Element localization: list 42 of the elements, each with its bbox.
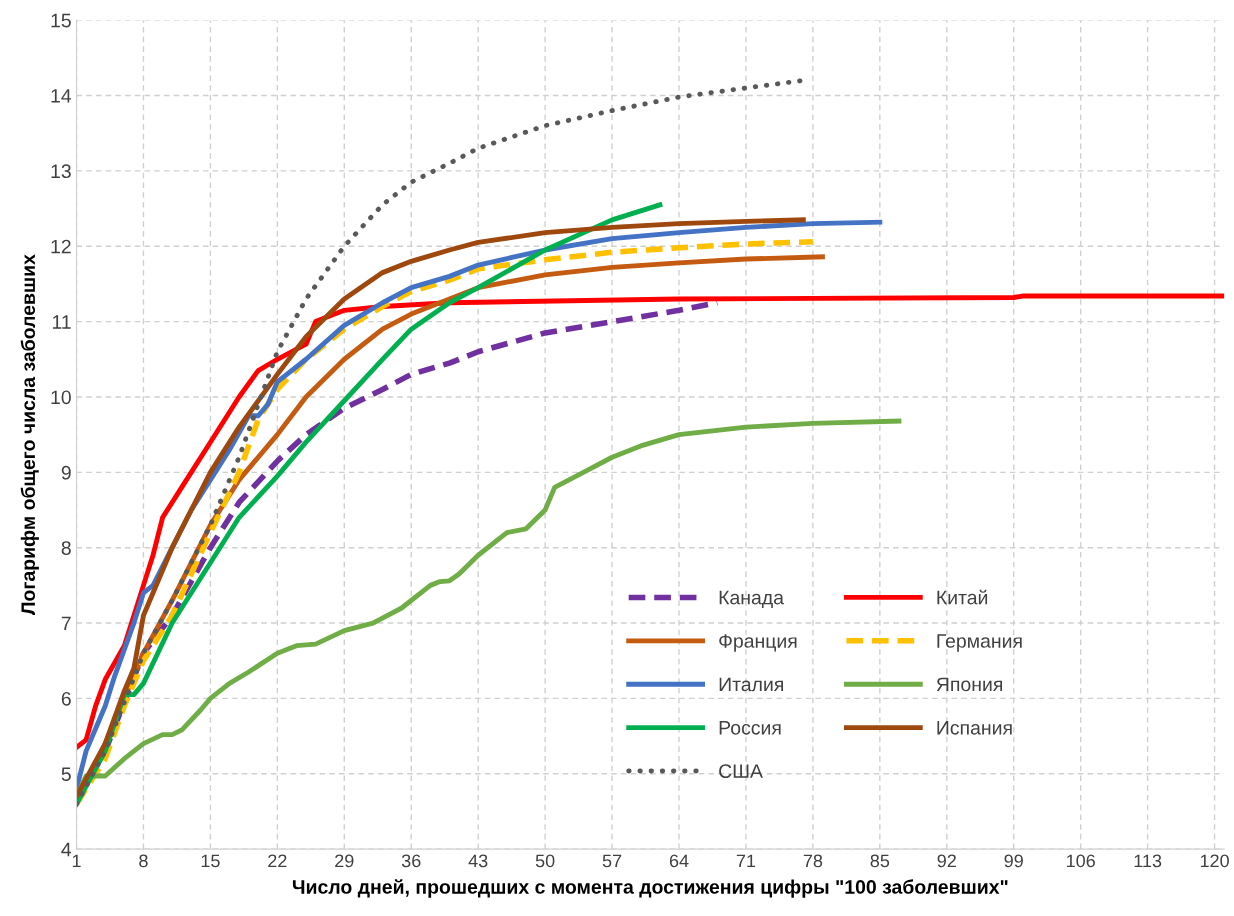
y-tick-label: 10 <box>51 390 71 405</box>
y-tick-label: 6 <box>61 691 71 706</box>
x-tick-label: 78 <box>803 854 823 868</box>
x-tick-label: 71 <box>736 854 756 868</box>
x-tick-label: 50 <box>535 854 555 868</box>
y-tick-label: 4 <box>61 842 72 857</box>
y-tick-label: 14 <box>51 89 72 103</box>
x-tick-label: 43 <box>468 854 488 868</box>
legend-label: Германия <box>937 634 1022 652</box>
x-tick-label: 99 <box>1004 854 1023 868</box>
x-tick-label: 36 <box>401 854 421 868</box>
line-series <box>76 293 1225 750</box>
x-tick-label: 22 <box>268 854 287 868</box>
y-tick-label: 5 <box>61 767 71 782</box>
x-tick-label: 1 <box>72 854 81 868</box>
y-axis-title: Логарифм общего числа заболевших <box>20 254 39 616</box>
legend-label: США <box>719 764 763 779</box>
x-tick-label: 57 <box>602 854 622 868</box>
legend-label: Италия <box>719 677 783 692</box>
y-tick-label: 7 <box>61 616 71 631</box>
y-tick-label: 15 <box>51 13 71 28</box>
x-tick-label: 29 <box>335 854 354 868</box>
x-tick-label: 8 <box>139 854 148 868</box>
x-tick-label: 113 <box>1134 854 1162 868</box>
legend-label: Испания <box>937 721 1012 735</box>
x-tick-label: 106 <box>1066 854 1095 868</box>
legend-label: Китай <box>937 589 988 605</box>
legend-label: Канада <box>719 590 784 609</box>
y-tick-label: 8 <box>61 541 71 555</box>
x-tick-label: 120 <box>1200 854 1229 868</box>
legend-label: Россия <box>719 721 781 735</box>
legend-label: Япония <box>936 677 1003 692</box>
y-tick-label: 9 <box>61 465 71 480</box>
legend-label: Франция <box>719 634 797 652</box>
y-tick-label: 12 <box>51 239 71 254</box>
x-tick-label: 15 <box>201 854 220 868</box>
y-tick-label: 13 <box>51 164 71 179</box>
x-tick-label: 85 <box>870 854 890 868</box>
y-tick-label: 11 <box>52 315 71 329</box>
x-axis-title: Число дней, прошедших с момента достижения цифры "100 заболевших" <box>292 879 1008 898</box>
x-tick-label: 64 <box>669 854 689 868</box>
x-tick-label: 92 <box>937 854 956 868</box>
